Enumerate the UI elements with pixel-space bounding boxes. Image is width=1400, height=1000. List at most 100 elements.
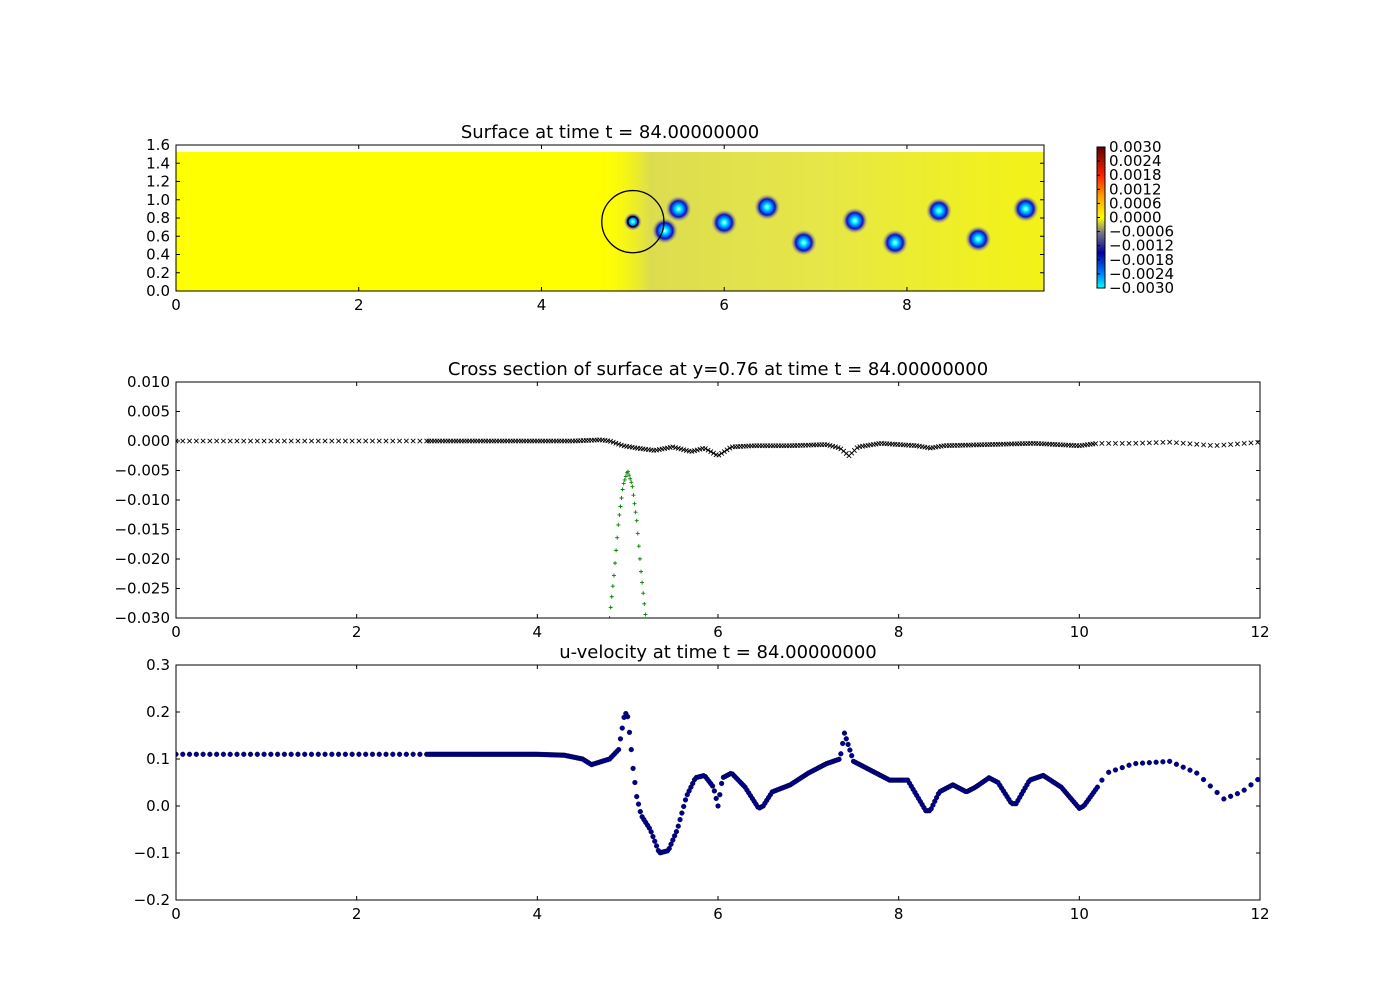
surface-x-marker <box>1241 440 1247 446</box>
cross-section-ytick-label: 0.000 <box>127 432 170 450</box>
cross-section-x-axis: 0 2 4 6 8 10 12 <box>171 382 1270 641</box>
u-velocity-point <box>675 823 681 829</box>
surface-x-marker <box>727 445 733 451</box>
obstacle-plus-marker <box>609 594 614 599</box>
u-velocity-point <box>1153 759 1159 765</box>
u-velocity-point <box>849 753 855 759</box>
surface-x-marker <box>1160 439 1166 445</box>
u-velocity-point <box>383 751 389 757</box>
surface-x-marker <box>176 438 179 444</box>
u-velocity-point <box>315 751 321 757</box>
surface-x-marker <box>1173 440 1179 446</box>
u-velocity-point <box>1248 782 1254 788</box>
obstacle-plus-marker <box>621 481 626 486</box>
u-velocity-point <box>1094 784 1101 790</box>
heatmap-ytick-label: 0.0 <box>146 282 170 300</box>
surface-x-marker <box>275 438 281 444</box>
cross-section-ytick-label: −0.025 <box>114 580 170 598</box>
heatmap-y-axis: 0.00.20.40.60.81.01.21.41.6 <box>146 136 1044 300</box>
cross-section-xtick-label: 2 <box>352 623 362 641</box>
obstacle-plus-marker <box>607 616 612 618</box>
u-velocity-point <box>841 730 848 736</box>
u-velocity-point <box>648 829 654 835</box>
surface-x-marker <box>702 446 708 452</box>
heatmap-ytick-label: 1.2 <box>146 173 170 191</box>
surface-x-marker <box>220 438 226 444</box>
heatmap-ytick-label: 0.2 <box>146 264 170 282</box>
u-velocity-point <box>288 751 294 757</box>
surface-x-marker <box>1119 440 1125 446</box>
u-velocity-point <box>634 793 640 800</box>
u-velocity-point <box>625 714 631 720</box>
colorbar-tick-label: −0.0024 <box>1109 265 1174 283</box>
u-velocity-point <box>1187 767 1193 773</box>
cross-section-xtick-label: 8 <box>894 623 904 641</box>
obstacle-plus-marker <box>632 501 637 506</box>
u-velocity-point <box>616 746 622 753</box>
heatmap-xtick-label: 8 <box>902 296 912 314</box>
surface-x-marker <box>724 447 730 453</box>
cross-section-ytick-label: −0.030 <box>114 609 170 627</box>
obstacle-plus-marker <box>628 476 633 481</box>
cross-section-ytick-label: −0.005 <box>114 462 170 480</box>
surface-x-marker <box>1228 441 1234 447</box>
vortex <box>711 209 738 236</box>
colorbar-tick-label: 0.0030 <box>1109 138 1162 156</box>
u-velocity-point <box>843 736 849 742</box>
obstacle-plus-marker <box>613 561 618 566</box>
u-velocity-point <box>369 751 376 757</box>
vortex <box>882 229 909 256</box>
vortex <box>790 229 817 256</box>
colorbar-tick-label: 0.0000 <box>1109 209 1162 227</box>
obstacle-plus-marker <box>634 518 639 523</box>
cross-section-panel: Cross section of surface at y=0.76 at ti… <box>114 359 1269 641</box>
heatmap-ytick-label: 0.6 <box>146 227 170 245</box>
surface-x-marker <box>1187 441 1193 447</box>
u-velocity-point <box>635 801 642 807</box>
u-velocity-point <box>1180 764 1186 770</box>
surface-x-marker <box>854 445 860 451</box>
surface-x-marker <box>1194 441 1200 447</box>
surface-x-marker <box>719 450 725 456</box>
u-velocity-marks <box>176 710 1260 856</box>
cross-section-title: Cross section of surface at y=0.76 at ti… <box>448 359 988 380</box>
u-velocity-ytick-label: 0.3 <box>146 656 170 674</box>
u-velocity-point <box>845 741 851 748</box>
u-velocity-ytick-label: −0.2 <box>134 891 170 909</box>
surface-x-marker <box>248 438 254 444</box>
heatmap-ytick-label: 1.0 <box>146 191 170 209</box>
surface-x-marker <box>403 438 409 444</box>
obstacle-plus-marker <box>619 495 624 500</box>
u-velocity-point <box>1133 760 1139 767</box>
vortex <box>651 217 678 244</box>
u-velocity-point <box>682 797 689 803</box>
u-velocity-xtick-label: 4 <box>533 905 543 923</box>
u-velocity-point <box>677 817 683 823</box>
surface-x-marker <box>295 438 301 444</box>
surface-x-marker <box>342 438 348 444</box>
heatmap-ytick-label: 1.4 <box>146 154 170 172</box>
cross-section-ytick-label: −0.010 <box>114 491 170 509</box>
surface-x-marker <box>349 438 355 444</box>
surface-x-marker <box>613 440 619 446</box>
u-velocity-point <box>838 751 844 757</box>
cross-section-frame <box>175 381 1261 619</box>
surface-x-marker <box>187 438 193 444</box>
u-velocity-point <box>630 765 636 772</box>
obstacle-plus-marker <box>626 469 631 474</box>
surface-x-marker <box>356 438 362 444</box>
u-velocity-point <box>673 829 680 835</box>
obstacle-plus-marker <box>610 584 615 589</box>
u-velocity-point <box>410 751 416 757</box>
u-velocity-point <box>1194 770 1200 776</box>
colorbar: 0.00300.00240.00180.00120.00060.0000−0.0… <box>1096 138 1174 297</box>
u-velocity-point <box>281 751 288 757</box>
surface-x-marker <box>302 438 308 444</box>
vortex <box>623 212 642 231</box>
surface-x-marker <box>616 441 622 447</box>
surface-x-marker <box>1214 443 1220 449</box>
colorbar-tick-label: −0.0006 <box>1109 223 1174 241</box>
obstacle-center-marker <box>627 215 639 228</box>
surface-x-marker <box>607 438 614 444</box>
